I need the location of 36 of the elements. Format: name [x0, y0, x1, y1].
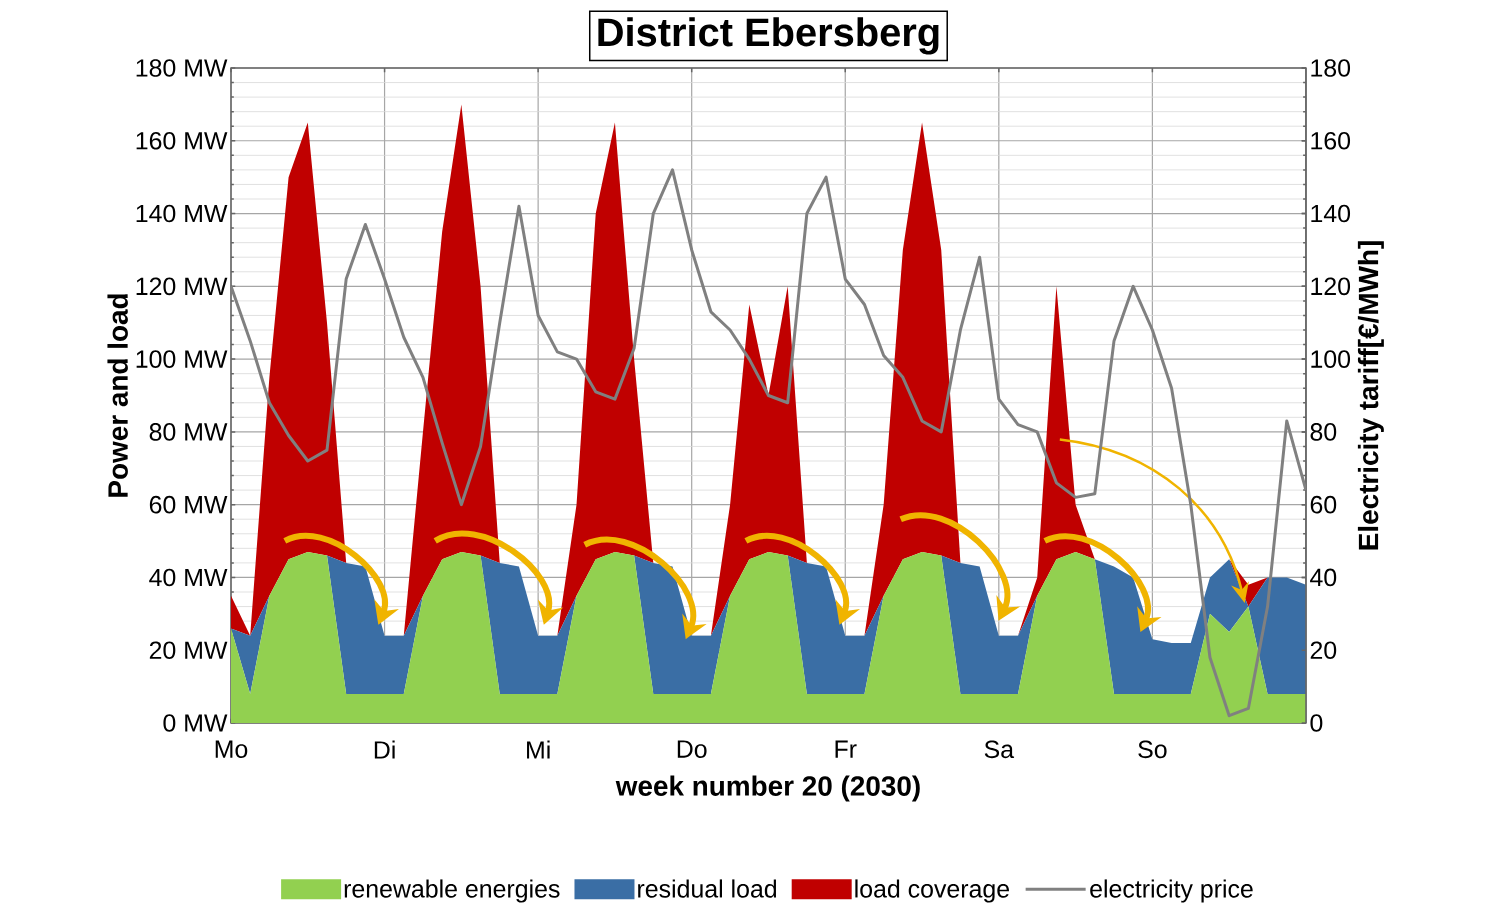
y2-tick-label: 180: [1311, 59, 1351, 77]
x-tick-label: Di: [374, 740, 395, 759]
x-tick-label: Fr: [835, 740, 857, 758]
y-tick-label: 140 MW: [136, 204, 228, 223]
y2-tick-label: 0: [1310, 714, 1323, 732]
y-tick-label: 20 MW: [149, 641, 228, 660]
y2-tick-label: 140: [1311, 204, 1351, 223]
line-series: [231, 168, 1306, 718]
legend-label: electricity price: [1090, 879, 1253, 903]
y2-tick-label: 40: [1310, 568, 1337, 587]
y2-tick-label: 80: [1310, 423, 1337, 441]
x-tick-label: Mi: [527, 740, 550, 759]
y-axis-title: Power and load: [107, 294, 128, 497]
y-tick-label: 120 MW: [136, 277, 228, 296]
y-tick-label: 40 MW: [149, 568, 228, 587]
x-tick-label: Do: [677, 740, 707, 758]
y-tick-label: 80 MW: [149, 423, 228, 441]
chart-title: District Ebersberg: [598, 17, 939, 55]
legend-label: load coverage: [855, 879, 1009, 903]
y-tick-label: 0 MW: [163, 714, 228, 732]
y2-tick-label: 20: [1310, 641, 1337, 660]
y2-tick-label: 120: [1311, 277, 1351, 296]
x-tick-label: Sa: [984, 740, 1015, 759]
legend-label: renewable energies: [344, 879, 560, 903]
legend-label: residual load: [638, 879, 777, 898]
y2-tick-label: 60: [1310, 495, 1337, 514]
y-tick-label: 60 MW: [149, 495, 228, 514]
x-axis-title: week number 20 (2030): [615, 775, 920, 802]
y2-axis-title: Electricity tariff[€/MWh]: [1357, 241, 1384, 550]
y2-tick-label: 160: [1311, 131, 1351, 150]
x-tick-label: Mo: [215, 740, 248, 758]
y-tick-label: 160 MW: [136, 131, 228, 150]
y-tick-label: 180 MW: [136, 59, 228, 77]
y2-tick-label: 100: [1311, 350, 1351, 368]
y-tick-label: 100 MW: [136, 350, 228, 368]
x-tick-label: So: [1138, 740, 1167, 759]
